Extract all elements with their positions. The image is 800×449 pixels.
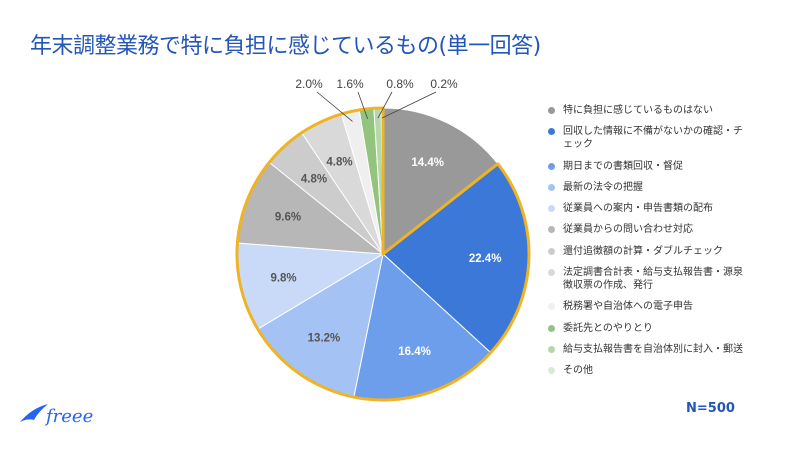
legend-item: 特に負担に感じているものはない: [548, 104, 748, 117]
legend-item: 税務署や自治体への電子申告: [548, 300, 748, 313]
legend-item: 委託先とのやりとり: [548, 322, 748, 335]
legend-marker: [548, 107, 555, 114]
legend-label: 特に負担に感じているものはない: [563, 105, 713, 116]
data-label: 22.4%: [469, 253, 502, 265]
legend-marker: [548, 205, 555, 213]
legend-item: 従業員への案内・申告書類の配布: [548, 202, 748, 215]
label-leader-line: [377, 91, 393, 119]
legend-item: 法定調書合計表・給与支払報告書・源泉徴収票の作成、発行: [548, 266, 748, 292]
legend-marker: [548, 303, 555, 311]
legend-item: 従業員からの問い合わせ対応: [548, 223, 748, 236]
legend-label: 従業員からの問い合わせ対応: [563, 224, 693, 236]
data-label: 2.0%: [295, 77, 323, 91]
data-label: 13.2%: [308, 332, 341, 344]
legend-item: 期日までの書類回収・督促: [548, 160, 748, 173]
chart-title: 年末調整業務で特に負担に感じているもの(単一回答): [30, 34, 541, 59]
legend-item: その他: [548, 364, 748, 377]
data-label: 0.2%: [430, 77, 458, 91]
legend-marker: [548, 367, 555, 375]
legend-label: 税務署や自治体への電子申告: [563, 301, 693, 313]
data-label: 14.4%: [411, 157, 444, 169]
legend-marker: [548, 345, 555, 353]
data-label: 9.8%: [270, 273, 296, 285]
data-label: 0.8%: [386, 77, 414, 91]
legend-marker: [548, 128, 555, 136]
label-leader-line: [381, 91, 437, 119]
svg-text:freee: freee: [44, 406, 93, 427]
data-label: 4.8%: [326, 157, 352, 169]
legend-marker: [548, 324, 555, 332]
legend-label: 従業員への案内・申告書類の配布: [563, 203, 713, 215]
legend-label: その他: [563, 365, 593, 377]
legend-marker: [548, 226, 555, 234]
legend: 特に負担に感じているものはない回収した情報に不備がないかの確認・チェック期日まで…: [548, 104, 748, 386]
data-label: 1.6%: [336, 77, 364, 91]
legend-item: 最新の法令の把握: [548, 181, 748, 194]
label-leader-line: [357, 91, 369, 120]
legend-marker: [548, 162, 555, 170]
pie-slice: [382, 107, 499, 256]
legend-item: 給与支払報告書を自治体別に封入・郵送: [548, 343, 748, 356]
legend-marker: [548, 269, 555, 277]
label-leader-line: [316, 91, 353, 122]
legend-item: 回収した情報に不備がないかの確認・チェック: [548, 125, 748, 151]
legend-label: 法定調書合計表・給与支払報告書・源泉徴収票の作成、発行: [563, 267, 743, 292]
sample-size: N=500: [686, 401, 735, 416]
highlight-outline: [235, 106, 531, 402]
legend-label: 還付追徴額の計算・ダブルチェック: [563, 245, 723, 257]
legend-label: 期日までの書類回収・督促: [563, 160, 683, 172]
data-label: 4.8%: [301, 174, 327, 186]
legend-label: 給与支払報告書を自治体別に封入・郵送: [563, 343, 743, 355]
legend-label: 委託先とのやりとり: [563, 322, 653, 334]
legend-marker: [548, 247, 555, 255]
data-label: 9.6%: [275, 211, 301, 223]
legend-label: 最新の法令の把握: [563, 181, 643, 193]
legend-item: 還付追徴額の計算・ダブルチェック: [548, 245, 748, 258]
freee-logo: freee: [20, 404, 93, 427]
legend-marker: [548, 183, 555, 191]
data-label: 16.4%: [398, 346, 431, 358]
legend-label: 回収した情報に不備がないかの確認・チェック: [563, 126, 743, 151]
